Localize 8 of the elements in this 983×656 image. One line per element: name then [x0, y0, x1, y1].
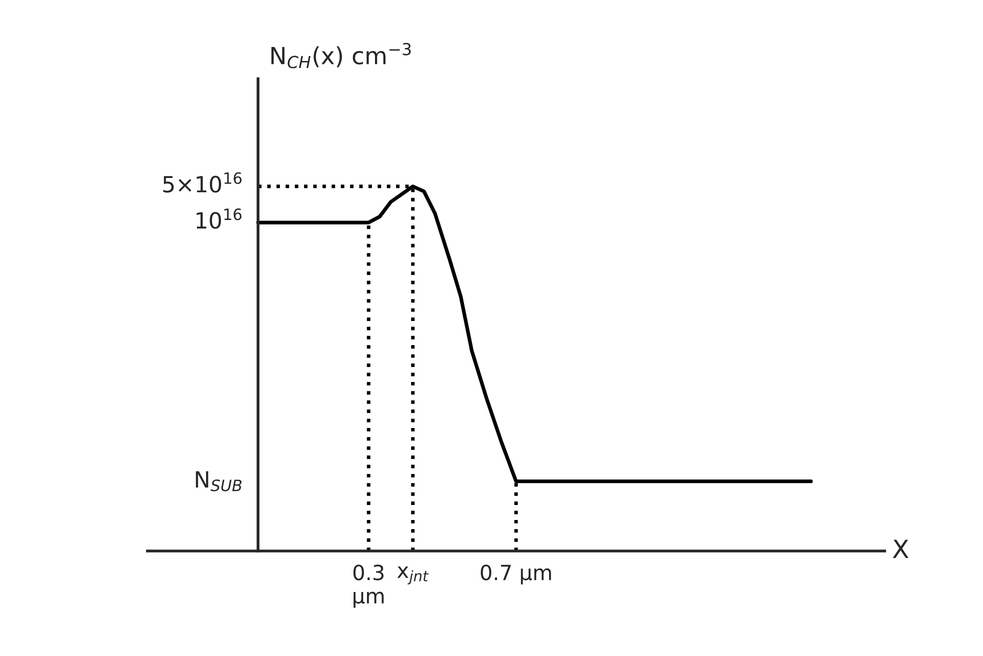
x-axis-title: X — [892, 540, 908, 558]
y-tick-label: N$_{SUB}$ — [196, 471, 242, 492]
y-tick-label: 5×10$^{16}$ — [163, 172, 242, 193]
x-tick-label: x$_{jnt}$ — [397, 566, 429, 584]
x-tick-label: 0.7 μm — [480, 564, 551, 584]
y-tick-label: 10$^{16}$ — [196, 208, 242, 229]
y-axis-title: N$_{CH}$(x) cm$^{−3}$ — [271, 42, 411, 68]
x-tick-label: 0.3 μm — [353, 564, 384, 608]
